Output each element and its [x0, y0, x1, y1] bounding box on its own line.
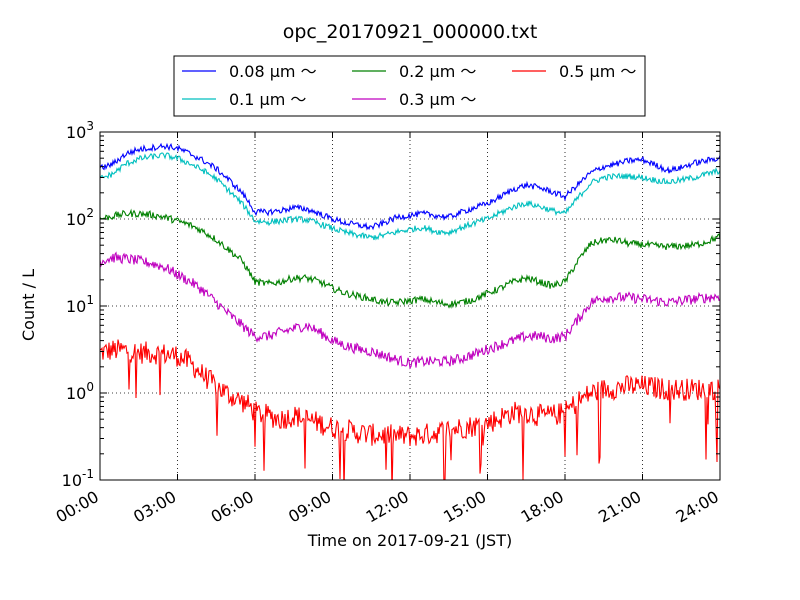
series-line-4	[100, 339, 720, 480]
series-line-1	[100, 152, 720, 241]
legend: 0.08 μm ～ 0.1 μm ～ 0.2 μm ～ 0.3 μm ～ 0.5 μm …	[173, 55, 646, 117]
y-tick-label: 100	[66, 380, 94, 403]
chart-title: opc_20170921_000000.txt	[283, 21, 538, 43]
legend-box	[173, 55, 646, 117]
y-tick-label: 10-1	[62, 467, 94, 490]
series-line-2	[100, 208, 720, 309]
y-tick-label: 101	[66, 293, 94, 316]
legend-label: 0.08 μm ～	[229, 62, 317, 81]
x-axis-label: Time on 2017-09-21 (JST)	[307, 531, 512, 550]
series-line-3	[100, 251, 720, 370]
y-tick-label: 102	[66, 206, 94, 229]
y-axis-label: Count / L	[19, 269, 38, 341]
legend-label: 0.5 μm ～	[559, 62, 636, 81]
legend-label: 0.2 μm ～	[399, 62, 476, 81]
legend-label: 0.3 μm ～	[399, 90, 476, 109]
y-axis: 10-1 100 101 102 103	[62, 119, 720, 490]
y-tick-label: 103	[66, 119, 94, 142]
series-line-0	[100, 142, 720, 231]
legend-label: 0.1 μm ～	[229, 90, 306, 109]
